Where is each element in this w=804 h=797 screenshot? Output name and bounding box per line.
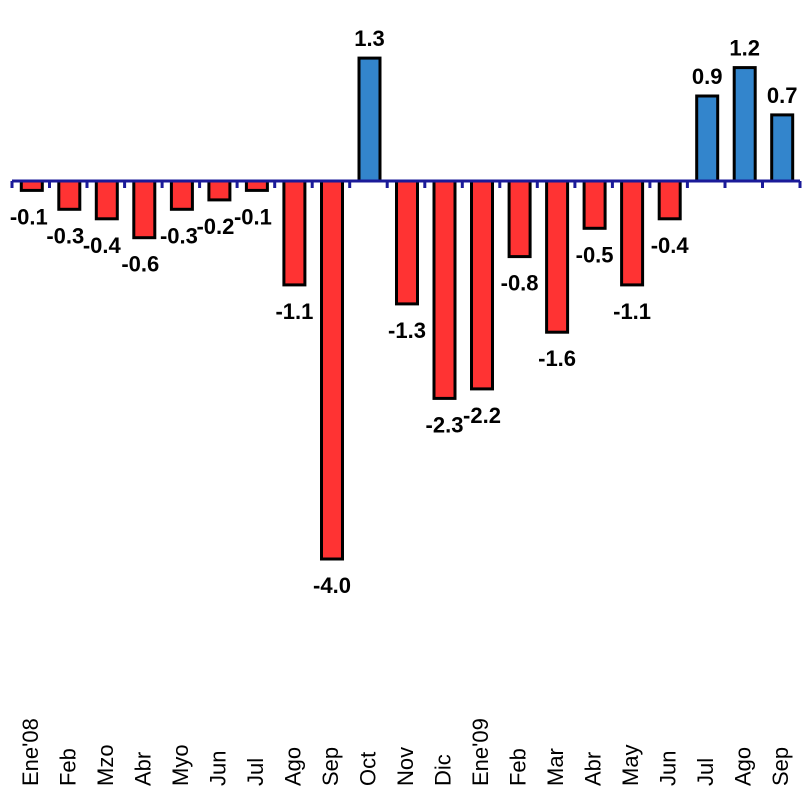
- value-label-4: -0.3: [160, 223, 198, 248]
- tick-label-4: Myo: [168, 744, 193, 786]
- tick-label-12: Ene'09: [468, 718, 493, 786]
- tick-labels-group: Ene'08 Feb Mzo Abr Myo Jun Jul Ago Sep Oct Nov Dic E…: [18, 718, 793, 786]
- value-label-16: -1.1: [613, 299, 651, 324]
- value-labels-group: -0.1-0.3-0.4-0.6-0.3-0.2 -0.1-1.1-4.01.3-…: [10, 26, 798, 598]
- tick-label-15: Abr: [581, 752, 606, 786]
- x-axis: [10, 179, 802, 188]
- value-label-19: 1.2: [729, 36, 760, 61]
- value-label-14: -1.6: [538, 346, 576, 371]
- value-label-11: -2.3: [426, 412, 464, 437]
- tick-label-9: Oct: [356, 752, 381, 786]
- bar-18: [695, 94, 720, 183]
- tick-label-13: Feb: [506, 748, 531, 786]
- bar-16: [620, 179, 645, 287]
- bar-2: [94, 179, 119, 221]
- bar-3: [132, 179, 157, 240]
- bar-19: [732, 66, 757, 183]
- bar-14: [545, 179, 570, 334]
- value-label-2: -0.4: [83, 233, 122, 258]
- tick-label-20: Sep: [768, 747, 793, 786]
- value-label-6: -0.1: [234, 204, 272, 229]
- bar-7: [282, 179, 307, 287]
- tick-label-17: Jun: [656, 751, 681, 786]
- bar-11: [432, 179, 457, 400]
- tick-label-7: Ago: [280, 747, 305, 786]
- tick-label-18: Jul: [693, 758, 718, 786]
- bar-17: [657, 179, 682, 221]
- bar-15: [582, 179, 607, 230]
- value-label-20: 0.7: [767, 83, 798, 108]
- value-label-5: -0.2: [196, 214, 234, 239]
- value-label-1: -0.3: [46, 223, 84, 248]
- bars-group: [19, 56, 795, 561]
- tick-label-3: Abr: [130, 752, 155, 786]
- bar-8: [320, 179, 344, 561]
- bar-1: [57, 179, 82, 211]
- value-label-3: -0.6: [121, 252, 159, 277]
- tick-label-11: Dic: [431, 754, 456, 786]
- bar-12: [470, 179, 494, 391]
- value-label-18: 0.9: [692, 64, 723, 89]
- bar-13: [507, 179, 532, 259]
- tick-label-16: May: [618, 744, 643, 786]
- value-label-13: -0.8: [501, 271, 539, 296]
- bar-9: [357, 56, 382, 183]
- value-label-9: 1.3: [354, 26, 385, 51]
- value-label-12: -2.2: [463, 403, 501, 428]
- tick-label-0: Ene'08: [18, 718, 43, 786]
- tick-label-19: Ago: [731, 747, 756, 786]
- tick-label-2: Mzo: [93, 744, 118, 786]
- value-label-7: -1.1: [275, 299, 313, 324]
- tick-label-10: Nov: [393, 747, 418, 786]
- tick-label-8: Sep: [318, 747, 343, 786]
- value-label-10: -1.3: [388, 318, 426, 343]
- tick-label-6: Jul: [243, 758, 268, 786]
- tick-label-1: Feb: [55, 748, 80, 786]
- value-label-0: -0.1: [10, 204, 48, 229]
- tick-label-5: Jun: [205, 751, 230, 786]
- bar-10: [395, 179, 419, 306]
- value-label-15: -0.5: [576, 242, 614, 267]
- value-label-17: -0.4: [651, 233, 690, 258]
- bar-4: [169, 179, 194, 211]
- value-label-8: -4.0: [313, 573, 351, 598]
- bar-5: [207, 179, 232, 202]
- bar-20: [770, 113, 795, 183]
- tick-label-14: Mar: [543, 748, 568, 786]
